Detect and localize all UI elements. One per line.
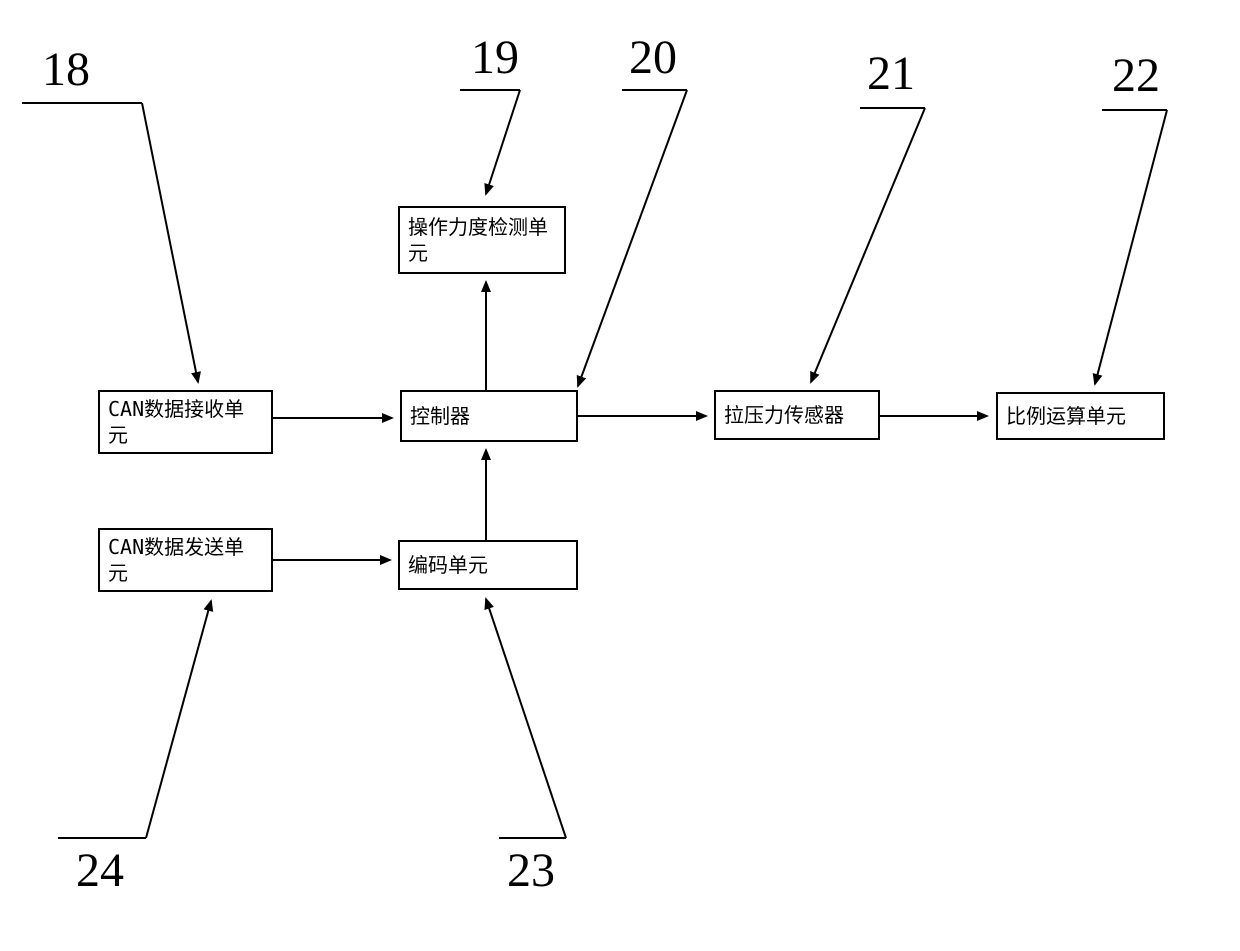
block-label: 编码单元: [408, 552, 488, 578]
block-encoder: 编码单元: [398, 540, 578, 590]
ref-label-22: 22: [1112, 48, 1160, 103]
ref-label-23: 23: [507, 843, 555, 898]
block-label: 拉压力传感器: [724, 402, 844, 428]
ref-label-18: 18: [42, 42, 90, 97]
block-label: CAN数据接收单元: [108, 396, 263, 448]
block-label: 控制器: [410, 403, 470, 429]
block-label: 操作力度检测单元: [408, 214, 556, 266]
block-force-detect: 操作力度检测单元: [398, 206, 566, 274]
block-label: 比例运算单元: [1006, 403, 1126, 429]
block-can-send: CAN数据发送单元: [98, 528, 273, 592]
ref-label-19: 19: [471, 30, 519, 85]
block-controller: 控制器: [400, 390, 578, 442]
connector-layer: [0, 0, 1240, 951]
reference-lines: [22, 90, 1167, 838]
ref-label-24: 24: [76, 843, 124, 898]
block-can-receive: CAN数据接收单元: [98, 390, 273, 454]
ref-label-21: 21: [867, 46, 915, 101]
block-pressure-sensor: 拉压力传感器: [714, 390, 880, 440]
block-ratio-calc: 比例运算单元: [996, 392, 1165, 440]
block-label: CAN数据发送单元: [108, 534, 263, 586]
ref-label-20: 20: [629, 30, 677, 85]
